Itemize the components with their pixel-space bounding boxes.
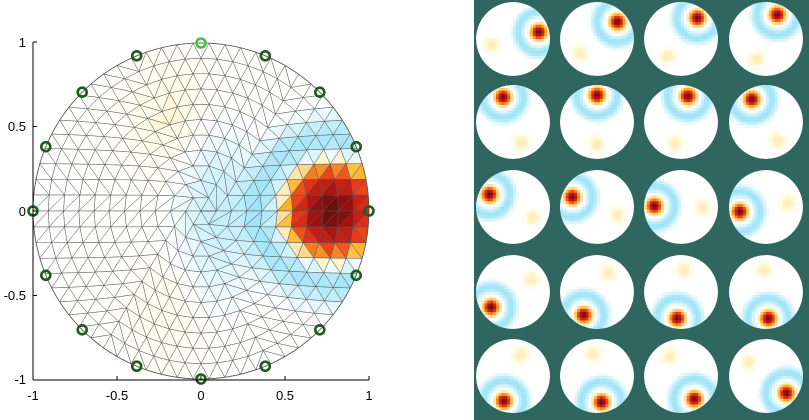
electrode-marker bbox=[313, 86, 326, 99]
mesh-cell bbox=[290, 210, 309, 228]
axes: -1 -0.5 0 0.5 1 1 0.5 0 -0.5 -1 bbox=[4, 35, 373, 403]
image-tile bbox=[729, 339, 803, 413]
electrode-marker bbox=[130, 360, 143, 373]
electrode-marker bbox=[350, 269, 363, 282]
electrode-marker bbox=[130, 49, 143, 62]
mesh-cell bbox=[275, 210, 294, 228]
electrode-marker bbox=[195, 37, 207, 49]
image-tile bbox=[644, 339, 718, 413]
image-tile bbox=[476, 339, 550, 413]
image-tile bbox=[476, 2, 550, 76]
x-tick-label: 0 bbox=[197, 388, 204, 403]
image-tile bbox=[560, 85, 634, 159]
image-tile bbox=[560, 2, 634, 76]
y-tick-label: -1 bbox=[14, 372, 26, 387]
mesh-plot: -1 -0.5 0 0.5 1 1 0.5 0 -0.5 -1 bbox=[4, 35, 375, 403]
electrode-marker bbox=[363, 205, 375, 217]
mesh-cell bbox=[306, 210, 324, 228]
x-tick-label: -1 bbox=[27, 388, 39, 403]
mesh-cell bbox=[243, 210, 263, 228]
electrode-marker bbox=[259, 360, 272, 373]
image-tile bbox=[560, 339, 634, 413]
mesh-cell bbox=[321, 210, 340, 228]
image-tile bbox=[476, 170, 550, 244]
image-tile bbox=[644, 255, 718, 329]
y-tick-label: -0.5 bbox=[4, 288, 26, 303]
image-tile bbox=[476, 85, 550, 159]
image-tile bbox=[644, 85, 718, 159]
mesh-cell bbox=[207, 210, 233, 225]
y-tick-label: 0 bbox=[19, 204, 26, 219]
image-tile bbox=[729, 255, 803, 329]
x-tick-label: 1 bbox=[365, 388, 372, 403]
electrode-markers bbox=[27, 37, 375, 385]
small-multiples-panel bbox=[474, 0, 809, 420]
tiles bbox=[476, 2, 803, 413]
electrode-marker bbox=[195, 373, 207, 385]
electrode-marker bbox=[259, 49, 272, 62]
electrode-marker bbox=[76, 323, 89, 336]
y-tick-label: 1 bbox=[19, 35, 26, 50]
x-tick-label: 0.5 bbox=[276, 388, 294, 403]
image-tile bbox=[476, 255, 550, 329]
image-tile bbox=[644, 170, 718, 244]
image-tile bbox=[560, 170, 634, 244]
electrode-marker bbox=[350, 140, 363, 153]
electrode-marker bbox=[313, 323, 326, 336]
mesh-cell bbox=[352, 210, 370, 228]
mesh-cell bbox=[337, 210, 355, 228]
electrode-marker bbox=[76, 86, 89, 99]
electrode-marker bbox=[39, 140, 52, 153]
image-tile bbox=[560, 255, 634, 329]
mesh-cells bbox=[32, 42, 370, 380]
mesh-cell bbox=[227, 210, 248, 227]
image-tile bbox=[729, 170, 803, 244]
image-tile bbox=[644, 2, 718, 76]
image-tile bbox=[729, 2, 803, 76]
electrode-marker bbox=[39, 269, 52, 282]
image-tile bbox=[729, 85, 803, 159]
x-tick-label: -0.5 bbox=[106, 388, 128, 403]
mesh-cell bbox=[259, 210, 279, 228]
y-tick-label: 0.5 bbox=[8, 119, 26, 134]
